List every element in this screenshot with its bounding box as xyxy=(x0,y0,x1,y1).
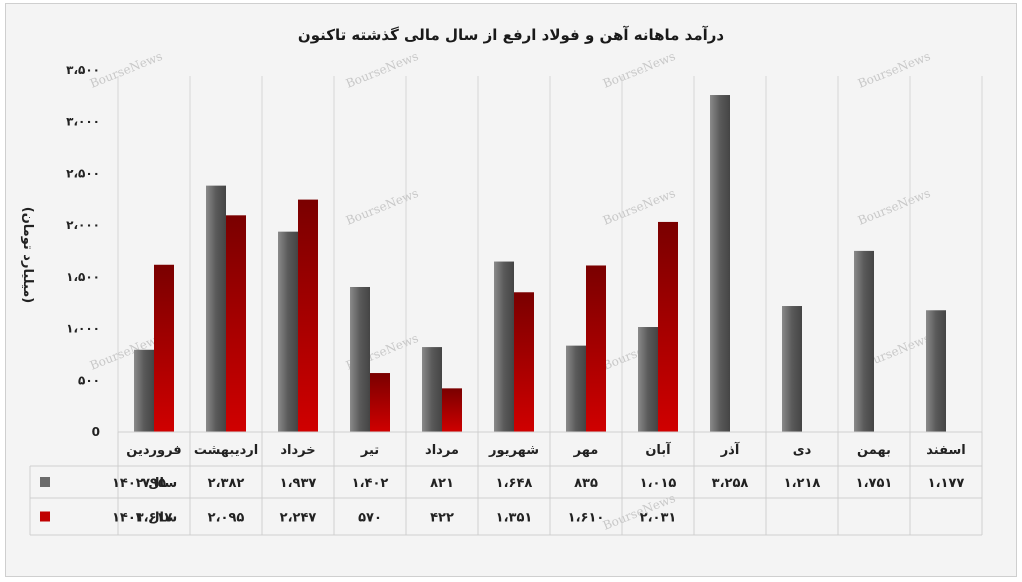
data-label: ۱،۷۵۱ xyxy=(856,476,893,491)
bar-series1 xyxy=(350,286,370,432)
bar-series1 xyxy=(854,250,874,432)
data-label: ۸۲۱ xyxy=(430,476,454,491)
legend-key-series1 xyxy=(40,477,50,487)
category-label: تیر xyxy=(360,443,379,458)
category-label: اردیبهشت xyxy=(194,443,258,458)
category-label: فروردین xyxy=(126,443,181,458)
data-label: ۲،۳۸۲ xyxy=(208,476,245,491)
data-label: ۴۲۲ xyxy=(430,511,454,526)
watermark-text: BourseNews xyxy=(856,49,932,91)
bar-series1 xyxy=(494,261,514,432)
bar-series1 xyxy=(566,345,586,432)
y-tick-label: ۵۰۰ xyxy=(78,373,100,387)
watermark-text: BourseNews xyxy=(856,186,932,228)
y-tick-labels: 0 ۵۰۰ ۱،۰۰۰ ۱،۵۰۰ ۲،۰۰۰ ۲،۵۰۰ ۳،۰۰۰ ۳،۵۰۰ xyxy=(66,63,100,439)
data-label: ۱،۱۷۷ xyxy=(928,476,965,491)
y-tick-label: ۲،۰۰۰ xyxy=(66,218,100,232)
category-label: مرداد xyxy=(425,443,459,458)
y-tick-label: 0 xyxy=(92,425,100,439)
watermark-text: BourseNews xyxy=(344,186,420,228)
bar-series2 xyxy=(370,373,390,432)
bars xyxy=(134,95,946,432)
data-label: ۲،۰۳۱ xyxy=(640,511,677,526)
data-label: ۵۷۰ xyxy=(358,511,382,526)
legend-label-series2: سال ۱۴۰۳ xyxy=(112,511,177,526)
data-table: فروردین اردیبهشت خرداد تیر مرداد شهریور مهر آبا… xyxy=(29,431,983,536)
category-label: شهریور xyxy=(488,443,539,458)
bar-series2 xyxy=(442,388,462,432)
watermark-text: BourseNews xyxy=(601,49,677,91)
data-label: ۳،۲۵۸ xyxy=(712,476,749,491)
bar-series1 xyxy=(206,185,226,432)
data-label: ۱،۶۴۸ xyxy=(496,476,533,491)
bar-series1 xyxy=(134,349,154,432)
bar-series2 xyxy=(226,215,246,432)
bar-series2 xyxy=(154,264,174,432)
category-label: بهمن xyxy=(857,443,891,458)
bar-series1 xyxy=(782,306,802,432)
y-tick-label: ۱،۰۰۰ xyxy=(66,322,100,336)
chart-title: درآمد ماهانه آهن و فولاد ارفع از سال مال… xyxy=(298,26,725,44)
data-label: ۱،۶۱۷ xyxy=(136,511,173,526)
data-label: ۸۳۵ xyxy=(574,476,598,491)
legend-key-series2 xyxy=(40,511,50,522)
y-tick-label: ۳،۰۰۰ xyxy=(66,115,100,129)
bar-series2 xyxy=(658,221,678,432)
bar-series2 xyxy=(514,292,534,432)
data-label: ۱،۶۱۰ xyxy=(568,511,605,526)
bar-series2 xyxy=(586,265,606,432)
bar-series1 xyxy=(422,347,442,432)
category-label: آذر xyxy=(720,441,740,458)
bar-series1 xyxy=(710,95,730,432)
bar-series2 xyxy=(298,199,318,432)
data-label: ۱،۹۳۷ xyxy=(280,476,317,491)
data-label: ۲،۰۹۵ xyxy=(208,511,245,526)
grid-lines xyxy=(117,76,983,433)
bar-series1 xyxy=(278,231,298,432)
watermark-text: BourseNews xyxy=(344,49,420,91)
data-label: ۱،۴۰۲ xyxy=(352,476,389,491)
category-label: دی xyxy=(793,443,812,458)
data-label: ۷۹۵ xyxy=(142,476,166,491)
y-tick-label: ۳،۵۰۰ xyxy=(66,63,100,77)
category-label: اسفند xyxy=(926,443,965,458)
legend-label-series1: سال ۱۴۰۲ xyxy=(112,476,177,491)
category-label: آبان xyxy=(645,441,671,458)
data-label: ۱،۲۱۸ xyxy=(784,476,821,491)
category-label: مهر xyxy=(573,443,599,458)
bar-series1 xyxy=(926,310,946,432)
bar-series1 xyxy=(638,327,658,432)
watermark-text: BourseNews xyxy=(601,186,677,228)
y-tick-label: ۲،۵۰۰ xyxy=(66,166,100,180)
category-label: خرداد xyxy=(280,443,315,458)
data-label: ۱،۳۵۱ xyxy=(496,511,533,526)
data-label: ۲،۲۴۷ xyxy=(280,511,317,526)
y-tick-label: ۱،۵۰۰ xyxy=(66,270,100,284)
data-label: ۱،۰۱۵ xyxy=(640,476,677,491)
y-axis-label: (میلیارد تومان) xyxy=(20,207,35,303)
